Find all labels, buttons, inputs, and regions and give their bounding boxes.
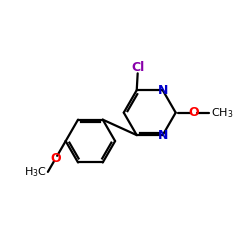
Text: N: N [158, 128, 168, 141]
Text: Cl: Cl [131, 62, 144, 74]
Text: O: O [50, 152, 61, 165]
Text: CH$_3$: CH$_3$ [211, 106, 234, 120]
Text: N: N [158, 84, 168, 97]
Text: H$_3$C: H$_3$C [24, 165, 47, 179]
Text: O: O [188, 106, 199, 119]
